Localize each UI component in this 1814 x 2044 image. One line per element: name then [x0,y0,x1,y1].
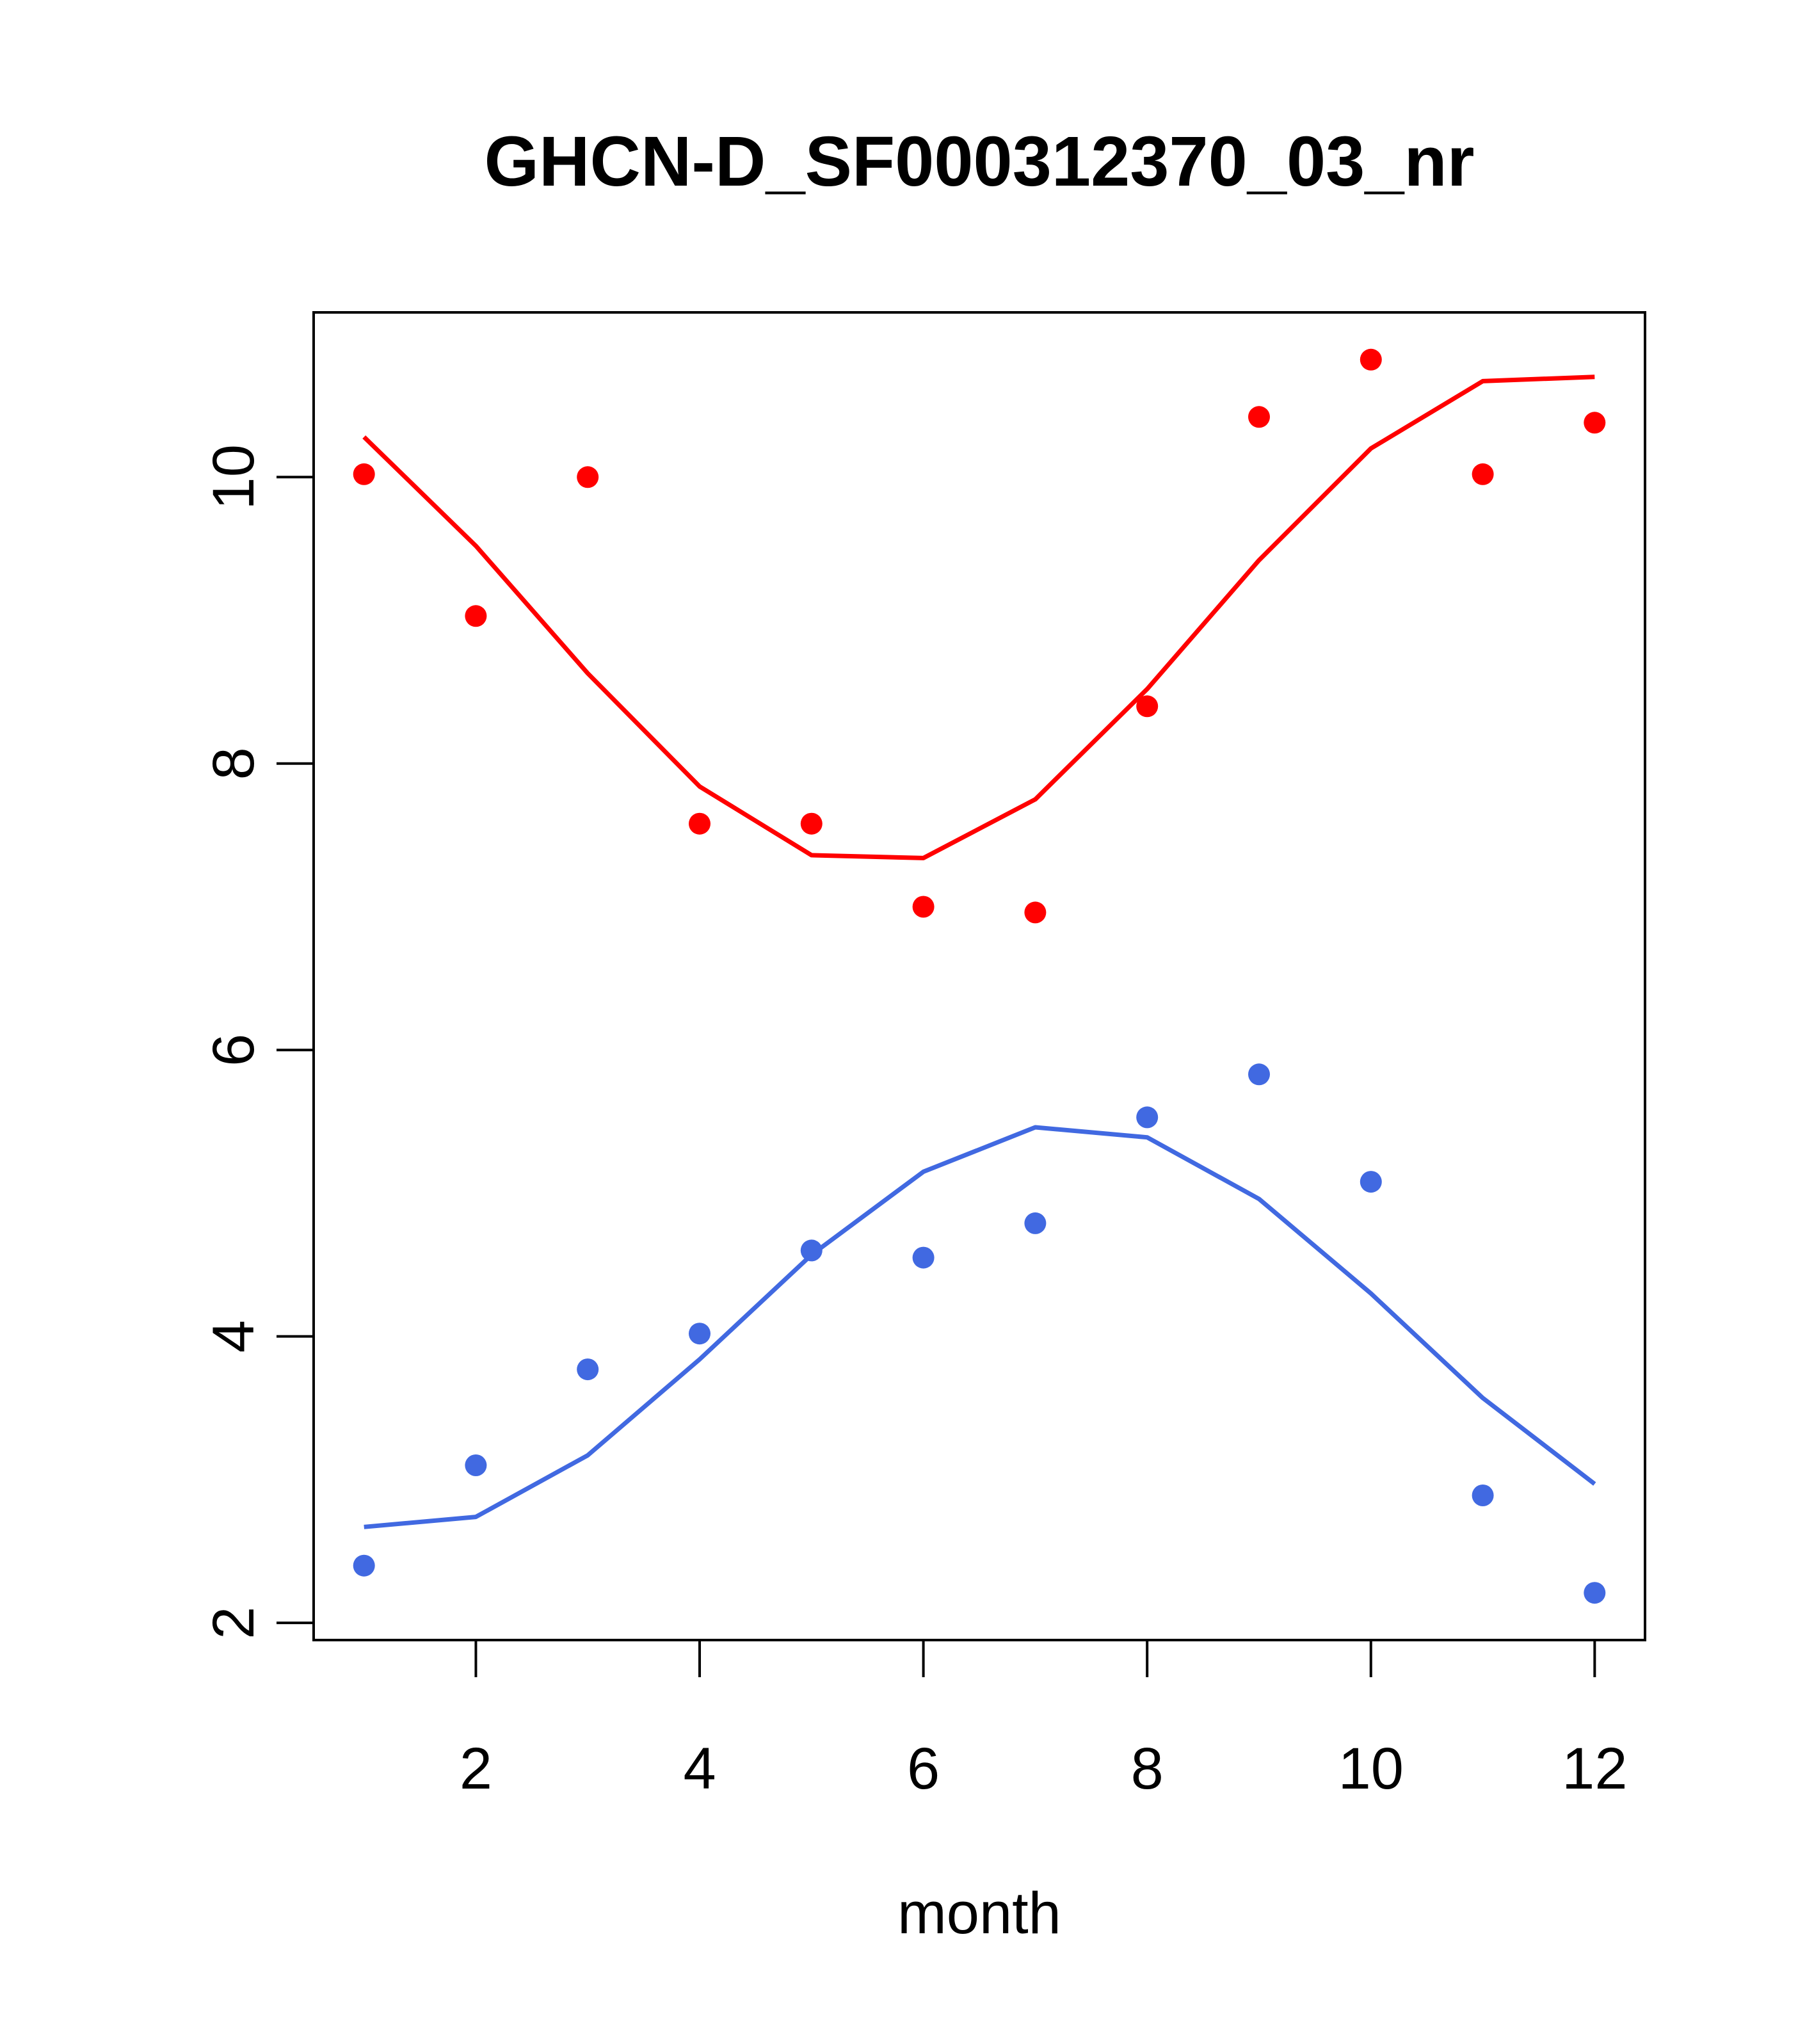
x-tick-label: 4 [683,1736,716,1801]
x-tick-label: 2 [460,1736,492,1801]
chart-title: GHCN-D_SF000312370_03_nr [485,122,1475,201]
series-1-point [1472,463,1494,485]
series-2-point [912,1246,935,1269]
series-points [353,348,1606,1604]
series-2-point [689,1323,710,1345]
x-tick-label: 6 [907,1736,940,1801]
series-1-point [353,463,375,485]
series-2-point [1472,1485,1494,1506]
x-tick-label: 8 [1131,1736,1164,1801]
series-1-point [1584,412,1606,434]
series-1-point [912,896,935,918]
series-1-point [465,605,487,627]
plot-frame [312,311,1646,1641]
series-1-point [689,812,710,835]
series-1-line [362,374,1595,860]
series-1-point [800,812,823,835]
series-2-point [465,1454,487,1476]
y-tick-label: 4 [201,1320,266,1353]
series-lines [362,374,1596,1529]
x-axis-label: month [897,1881,1061,1946]
y-tick-label: 8 [201,747,266,780]
series-2-point [1136,1106,1159,1129]
y-axis: 2 4 6 8 10 [201,444,315,1639]
series-1-point [1136,695,1159,718]
x-tick-label: 10 [1338,1736,1404,1801]
series-2-point [1024,1212,1047,1234]
series-1-point [1360,348,1382,371]
series-1-point [577,466,599,488]
y-tick-label: 6 [201,1034,266,1066]
series-1-point [1248,406,1270,428]
y-tick-label: 2 [201,1607,266,1639]
series-2-point [1248,1063,1270,1086]
series-2-point [353,1554,375,1577]
x-axis: 2 4 6 8 10 12 [460,1639,1628,1801]
series-1-point [1024,901,1047,924]
series-2-line [364,1125,1596,1529]
series-2-point [1584,1582,1606,1604]
series-2-point [800,1239,823,1262]
series-2-point [577,1358,599,1381]
series-2-point [1360,1171,1382,1193]
x-tick-label: 12 [1562,1736,1627,1801]
y-tick-label: 10 [201,444,266,510]
